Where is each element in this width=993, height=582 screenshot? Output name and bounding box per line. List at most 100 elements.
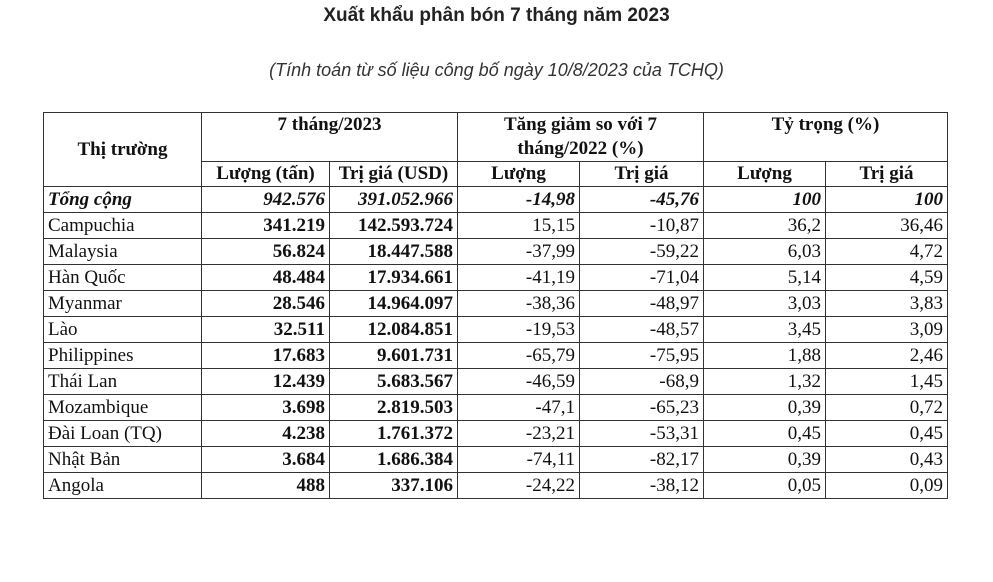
value-cell: 1.761.372 xyxy=(329,420,458,447)
value-cell: -10,87 xyxy=(579,212,704,239)
value-cell: -46,59 xyxy=(457,368,580,395)
value-cell: -19,53 xyxy=(457,316,580,343)
value-cell: 2,46 xyxy=(825,342,948,369)
market-cell: Lào xyxy=(43,316,202,343)
header-change-value: Trị giá xyxy=(579,161,704,187)
value-cell: 1,45 xyxy=(825,368,948,395)
table-row: Philippines 17.683 9.601.731 -65,79 -75,95 1,… xyxy=(43,342,948,369)
table-row: Campuchia 341.219 142.593.724 15,15 -10,87 36… xyxy=(43,212,948,239)
table-row: Myanmar 28.546 14.964.097 -38,36 -48,97 3,03 3… xyxy=(43,290,948,317)
value-cell: 942.576 xyxy=(201,186,330,213)
value-cell: 32.511 xyxy=(201,316,330,343)
value-cell: 18.447.588 xyxy=(329,238,458,265)
value-cell: 1,32 xyxy=(703,368,826,395)
value-cell: 28.546 xyxy=(201,290,330,317)
value-cell: 36,2 xyxy=(703,212,826,239)
value-cell: -38,36 xyxy=(457,290,580,317)
value-cell: 0,72 xyxy=(825,394,948,421)
fertilizer-export-table: Thị trường 7 tháng/2023 Tăng giảm so với… xyxy=(43,112,948,499)
value-cell: 100 xyxy=(825,186,948,213)
value-cell: 3,03 xyxy=(703,290,826,317)
market-cell: Myanmar xyxy=(43,290,202,317)
value-cell: 4,59 xyxy=(825,264,948,291)
header-volume-tons: Lượng (tấn) xyxy=(201,161,330,187)
table-row: Angola 488 337.106 -24,22 -38,12 0,05 0,09 xyxy=(43,472,948,499)
value-cell: -24,22 xyxy=(457,472,580,499)
value-cell: -65,23 xyxy=(579,394,704,421)
value-cell: -48,97 xyxy=(579,290,704,317)
table-row-total: Tổng cộng 942.576 391.052.966 -14,98 -45,76 1… xyxy=(43,186,948,213)
value-cell: 3.684 xyxy=(201,446,330,473)
table-row: Malaysia 56.824 18.447.588 -37,99 -59,22 6,03… xyxy=(43,238,948,265)
header-value-usd: Trị giá (USD) xyxy=(329,161,458,187)
value-cell: 12.084.851 xyxy=(329,316,458,343)
value-cell: 5.683.567 xyxy=(329,368,458,395)
market-cell: Thái Lan xyxy=(43,368,202,395)
value-cell: -47,1 xyxy=(457,394,580,421)
value-cell: -82,17 xyxy=(579,446,704,473)
value-cell: -68,9 xyxy=(579,368,704,395)
value-cell: 48.484 xyxy=(201,264,330,291)
market-cell: Mozambique xyxy=(43,394,202,421)
value-cell: -53,31 xyxy=(579,420,704,447)
value-cell: 142.593.724 xyxy=(329,212,458,239)
value-cell: 0,45 xyxy=(825,420,948,447)
value-cell: 337.106 xyxy=(329,472,458,499)
value-cell: 341.219 xyxy=(201,212,330,239)
header-share: Tỷ trọng (%) xyxy=(703,112,948,162)
value-cell: 36,46 xyxy=(825,212,948,239)
value-cell: -75,95 xyxy=(579,342,704,369)
value-cell: 9.601.731 xyxy=(329,342,458,369)
value-cell: 0,09 xyxy=(825,472,948,499)
value-cell: 2.819.503 xyxy=(329,394,458,421)
value-cell: -23,21 xyxy=(457,420,580,447)
value-cell: 3,83 xyxy=(825,290,948,317)
table-body: Tổng cộng 942.576 391.052.966 -14,98 -45,76 1… xyxy=(43,186,948,499)
header-market: Thị trường xyxy=(43,112,202,187)
header-change-vs-2022: Tăng giảm so với 7 tháng/2022 (%) xyxy=(457,112,704,162)
table-row: Hàn Quốc 48.484 17.934.661 -41,19 -71,04 5,14… xyxy=(43,264,948,291)
market-cell: Philippines xyxy=(43,342,202,369)
value-cell: 3.698 xyxy=(201,394,330,421)
value-cell: 0,43 xyxy=(825,446,948,473)
value-cell: 17.683 xyxy=(201,342,330,369)
market-cell: Tổng cộng xyxy=(43,186,202,213)
value-cell: -74,11 xyxy=(457,446,580,473)
value-cell: -71,04 xyxy=(579,264,704,291)
market-cell: Hàn Quốc xyxy=(43,264,202,291)
table-row: Nhật Bản 3.684 1.686.384 -74,11 -82,17 0,39 0,… xyxy=(43,446,948,473)
header-share-volume: Lượng xyxy=(703,161,826,187)
value-cell: -14,98 xyxy=(457,186,580,213)
header-share-value: Trị giá xyxy=(825,161,948,187)
page-title: Xuất khẩu phân bón 7 tháng năm 2023 xyxy=(323,5,670,26)
value-cell: 0,39 xyxy=(703,394,826,421)
value-cell: -48,57 xyxy=(579,316,704,343)
value-cell: 56.824 xyxy=(201,238,330,265)
table-row: Lào 32.511 12.084.851 -19,53 -48,57 3,45 3,09 xyxy=(43,316,948,343)
value-cell: 4.238 xyxy=(201,420,330,447)
value-cell: 1,88 xyxy=(703,342,826,369)
value-cell: 3,09 xyxy=(825,316,948,343)
table-row: Mozambique 3.698 2.819.503 -47,1 -65,23 0,39 0… xyxy=(43,394,948,421)
market-cell: Angola xyxy=(43,472,202,499)
value-cell: 6,03 xyxy=(703,238,826,265)
value-cell: 100 xyxy=(703,186,826,213)
value-cell: -41,19 xyxy=(457,264,580,291)
value-cell: 0,39 xyxy=(703,446,826,473)
value-cell: 488 xyxy=(201,472,330,499)
value-cell: -45,76 xyxy=(579,186,704,213)
value-cell: 17.934.661 xyxy=(329,264,458,291)
value-cell: 391.052.966 xyxy=(329,186,458,213)
value-cell: 4,72 xyxy=(825,238,948,265)
header-7-months-2023: 7 tháng/2023 xyxy=(201,112,458,162)
market-cell: Nhật Bản xyxy=(43,446,202,473)
value-cell: 14.964.097 xyxy=(329,290,458,317)
value-cell: 5,14 xyxy=(703,264,826,291)
value-cell: -38,12 xyxy=(579,472,704,499)
value-cell: 0,45 xyxy=(703,420,826,447)
value-cell: 1.686.384 xyxy=(329,446,458,473)
value-cell: 3,45 xyxy=(703,316,826,343)
value-cell: -37,99 xyxy=(457,238,580,265)
value-cell: 12.439 xyxy=(201,368,330,395)
value-cell: -65,79 xyxy=(457,342,580,369)
